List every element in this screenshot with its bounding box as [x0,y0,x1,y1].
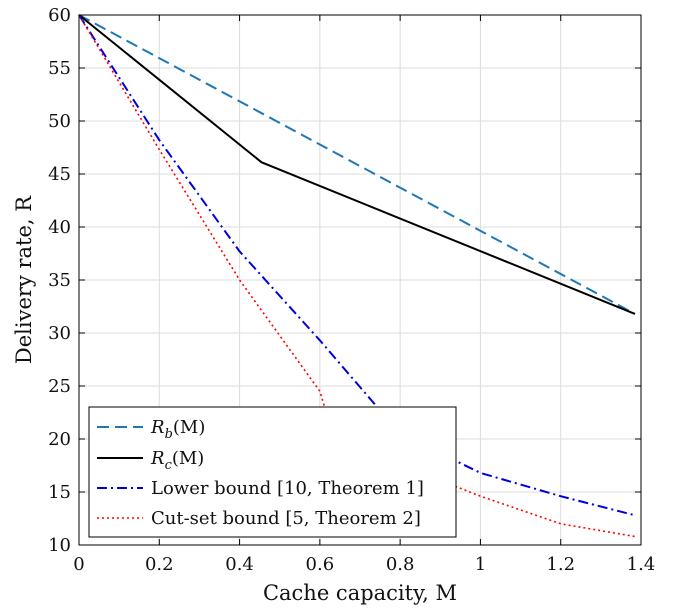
x-tick-label: 1 [475,554,486,575]
legend-label: Cut-set bound [5, Theorem 2] [151,508,421,529]
x-tick-label: 0.4 [225,554,254,575]
legend-box [88,406,457,538]
y-tick-label: 55 [48,58,71,79]
y-tick-label: 40 [48,217,71,238]
x-axis-label: Cache capacity, M [263,581,457,605]
y-tick-label: 10 [48,535,71,556]
x-tick-label: 1.4 [627,554,656,575]
y-tick-label: 20 [48,429,71,450]
y-tick-label: 25 [48,376,71,397]
x-tick-label: 1.2 [546,554,575,575]
y-tick-label: 50 [48,111,71,132]
legend-label: Rb(M) [150,417,205,442]
series-line-1 [78,14,636,315]
x-tick-label: 0.2 [145,554,174,575]
y-tick-label: 30 [48,323,71,344]
axis-ticks: 0 0.2 0.4 0.6 0.8 1 1.2 1.4 10 15 20 25 30 35 40 45 50 55… [48,5,655,575]
x-tick-label: 0.6 [306,554,335,575]
legend-label: Lower bound [10, Theorem 1] [151,478,424,499]
y-tick-label: 60 [48,5,71,26]
series-line-3 [78,14,636,517]
legend-label: Rc(M) [150,448,204,473]
y-tick-label: 45 [48,164,71,185]
y-tick-label: 35 [48,270,71,291]
legend: Rb(M) Rc(M) Lower bound [10, Theorem 1] Cut… [88,406,457,538]
plot-lines [78,14,636,538]
y-axis-label: Delivery rate, R [12,195,36,364]
x-tick-label: 0 [73,554,84,575]
y-tick-label: 15 [48,482,71,503]
series-line-2 [78,14,636,315]
x-tick-label: 0.8 [386,554,415,575]
